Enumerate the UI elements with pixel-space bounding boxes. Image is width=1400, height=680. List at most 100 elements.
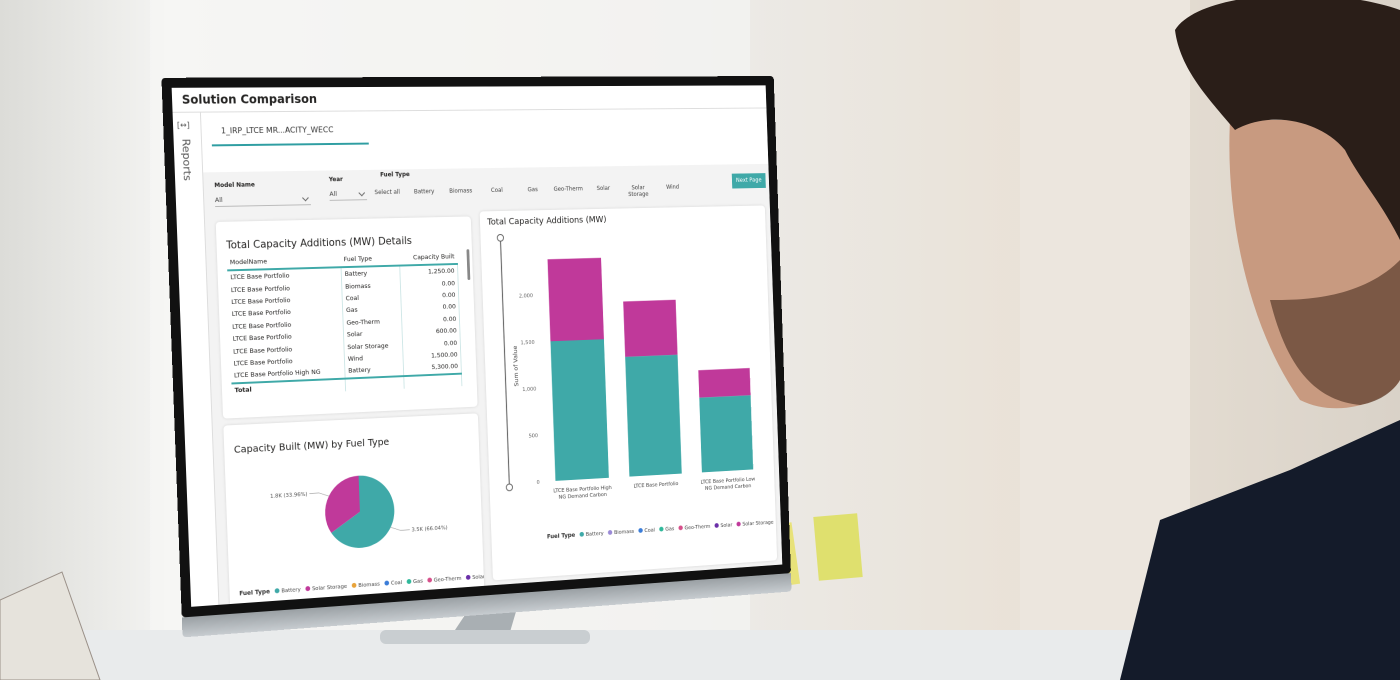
- filter-label: Fuel Type: [380, 171, 410, 179]
- table-cell: [345, 375, 405, 392]
- column-header: Capacity Built: [399, 249, 458, 266]
- legend-label: Coal: [644, 528, 655, 534]
- legend-label: Gas: [413, 579, 423, 586]
- bar-chart: Total Capacity Additions (MW) Sum of Valu…: [486, 215, 782, 541]
- chart-title: Total Capacity Additions (MW): [486, 215, 606, 227]
- monitor-bezel: Solution Comparison [↔] Reports 1_IRP_LT…: [161, 76, 791, 618]
- bar-panel: Total Capacity Additions (MW) Sum of Valu…: [479, 205, 782, 581]
- x-tick-label: LTCE Base Portfolio: [633, 481, 679, 489]
- dropdown[interactable]: All: [214, 192, 311, 208]
- data-label: 1.8K (33.96%): [270, 492, 308, 500]
- column-header: Fuel Type: [340, 251, 400, 268]
- y-tick-label: 1,000: [522, 387, 537, 393]
- slider-handle: [506, 484, 513, 491]
- table-body: LTCE Base Portfolio Battery 1,250.00 LTCE B…: [227, 263, 462, 397]
- legend-label: Geo-Therm: [434, 576, 462, 584]
- legend-swatch: [607, 529, 613, 535]
- fuel-type-option[interactable]: Battery: [413, 188, 435, 196]
- table-cell: [403, 373, 462, 389]
- legend-title: Fuel Type: [239, 588, 270, 597]
- data-label: 3.5K (66.04%): [412, 525, 448, 533]
- legend-swatch: [274, 588, 280, 594]
- dropdown[interactable]: All: [329, 187, 368, 201]
- legend-swatch: [305, 586, 311, 592]
- axis-slider: [500, 238, 509, 488]
- legend-label: Biomass: [358, 582, 380, 589]
- y-tick-label: 1,500: [521, 340, 536, 346]
- x-tick-label: LTCE Base Portfolio LowNG Demand Carbon: [701, 477, 756, 492]
- y-axis-label: Sum of Value: [511, 345, 520, 386]
- y-tick-label: 500: [529, 433, 539, 439]
- fuel-type-option[interactable]: Coal: [490, 187, 503, 194]
- fuel-type-options: Select all Battery Biomass Coal Gas Geo-Therm…: [214, 173, 765, 198]
- monitor-base: [380, 630, 590, 644]
- bar-segment: [623, 299, 678, 357]
- bar-segment: [550, 339, 609, 481]
- legend-swatch: [678, 525, 683, 531]
- fuel-type-option[interactable]: Gas: [527, 186, 538, 194]
- fuel-type-option[interactable]: Geo-Therm: [553, 185, 583, 193]
- person-beard: [1270, 260, 1400, 405]
- legend-swatch: [406, 578, 412, 585]
- legend-label: Solar: [472, 574, 484, 581]
- fuel-type-option[interactable]: Solar Storage: [628, 184, 649, 198]
- reports-label[interactable]: Reports: [179, 138, 194, 181]
- desk-calendar: [0, 571, 101, 680]
- leader-line: [391, 526, 410, 531]
- fuel-type-option[interactable]: Solar: [596, 185, 611, 192]
- pie-chart: Capacity Built (MW) by Fuel Type 3.5K (66…: [234, 437, 494, 597]
- legend-swatch: [427, 577, 433, 583]
- fuel-type-option[interactable]: Wind: [666, 183, 680, 191]
- legend-label: Battery: [281, 587, 301, 594]
- legend-label: Coal: [391, 580, 402, 587]
- leader-line: [309, 492, 328, 497]
- bar-segment: [547, 257, 604, 342]
- page-title: Solution Comparison: [181, 92, 318, 107]
- legend-swatch: [659, 526, 664, 532]
- bar-segment: [699, 395, 754, 473]
- legend-label: Solar Storage: [742, 520, 774, 528]
- table-wrap: ModelName Fuel Type Capacity Built LTCE Bas…: [226, 249, 469, 414]
- chart-title: Capacity Built (MW) by Fuel Type: [234, 437, 390, 456]
- y-tick-label: 2,000: [519, 293, 534, 299]
- fuel-type-option[interactable]: Biomass: [449, 187, 473, 195]
- pie-slice: [329, 473, 396, 550]
- sticky-note: [813, 513, 863, 581]
- legend-label: Biomass: [614, 529, 634, 536]
- person-hair: [1175, 0, 1400, 240]
- x-tick-label: LTCE Base Portfolio HighNG Demand Carbon: [553, 485, 612, 501]
- report-tab[interactable]: 1_IRP_LTCE MR...ACITY_WECC: [220, 125, 334, 136]
- filter-label: Year: [328, 176, 343, 184]
- legend-title: Fuel Type: [547, 532, 575, 541]
- legend-label: Solar: [720, 523, 733, 529]
- legend-label: Geo-Therm: [684, 524, 710, 531]
- monitor: Solution Comparison [↔] Reports 1_IRP_LT…: [161, 76, 792, 638]
- details-table: ModelName Fuel Type Capacity Built LTCE Bas…: [226, 249, 463, 397]
- legend-swatch: [714, 523, 719, 528]
- person-shirt: [1120, 420, 1400, 680]
- table-title: Total Capacity Additions (MW) Details: [226, 235, 413, 252]
- legend-swatch: [465, 574, 471, 580]
- legend-swatch: [579, 531, 585, 537]
- next-page-button[interactable]: Next Page: [731, 173, 766, 189]
- tab-underline: [211, 142, 369, 147]
- slider-handle: [497, 234, 504, 241]
- sidebar: [↔] Reports: [172, 112, 220, 607]
- bar-segment: [625, 354, 682, 477]
- legend-swatch: [736, 521, 741, 527]
- legend-swatch: [351, 582, 357, 588]
- tab-bar: 1_IRP_LTCE MR...ACITY_WECC: [200, 108, 769, 173]
- fuel-type-option[interactable]: Select all: [374, 188, 401, 197]
- bar-segment: [698, 368, 751, 398]
- y-tick-label: 0: [536, 480, 540, 486]
- pie-panel: Capacity Built (MW) by Fuel Type 3.5K (66…: [223, 413, 494, 607]
- legend-label: Solar Storage: [312, 584, 348, 592]
- scrollbar[interactable]: [466, 249, 471, 281]
- screen: Solution Comparison [↔] Reports 1_IRP_LT…: [171, 85, 783, 607]
- legend-swatch: [384, 580, 390, 586]
- legend-label: Gas: [665, 526, 674, 532]
- table-panel: Total Capacity Additions (MW) Details Mo…: [215, 216, 478, 419]
- filter-label: Model Name: [214, 181, 256, 190]
- expand-icon[interactable]: [↔]: [176, 120, 190, 130]
